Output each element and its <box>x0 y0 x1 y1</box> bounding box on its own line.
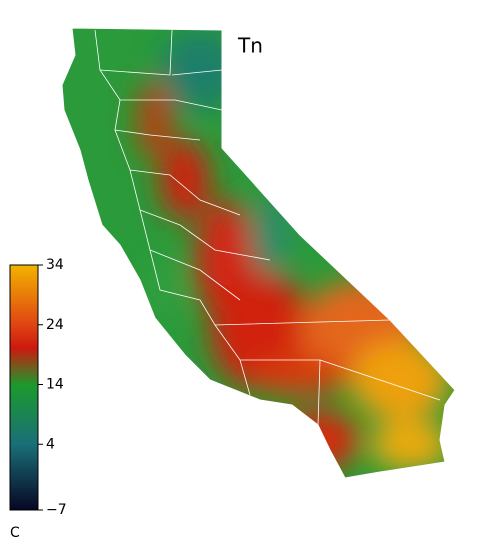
county-lines <box>94 29 441 426</box>
map-title: Tn <box>237 34 263 58</box>
colorbar <box>9 264 39 511</box>
colorbar-tick-label: 34 <box>46 257 64 273</box>
colorbar-tick-label: 14 <box>46 377 64 393</box>
colorbar-tick-label: 4 <box>46 436 55 452</box>
colorbar-unit: C <box>10 525 20 541</box>
state-outline <box>61 27 456 479</box>
colorbar-tick-label: −7 <box>46 502 67 518</box>
state-raster <box>62 28 455 478</box>
colorbar-tick-label: 24 <box>46 317 64 333</box>
